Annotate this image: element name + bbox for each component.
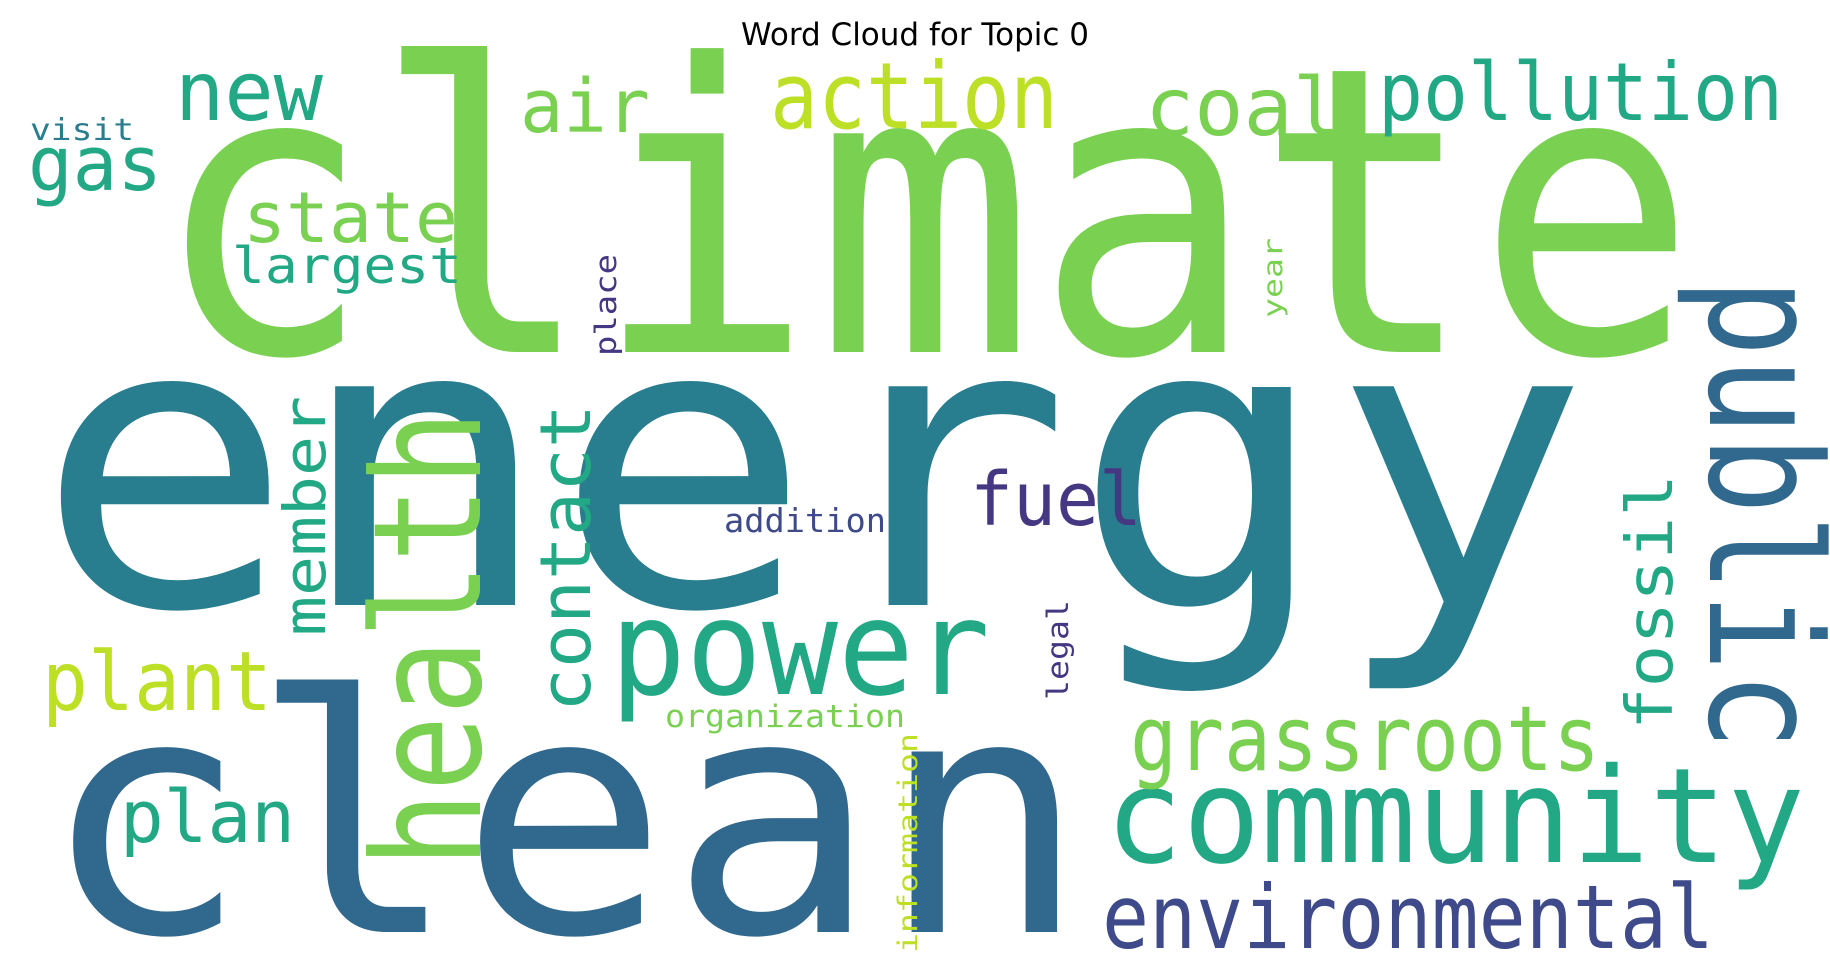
word-grassroots: grassroots <box>1130 687 1600 792</box>
word-environmental: environmental <box>1102 866 1714 969</box>
word-plant: plant <box>42 635 272 730</box>
word-plan: plan <box>120 775 295 859</box>
word-state: state <box>243 177 458 259</box>
word-information: information <box>893 733 924 953</box>
word-member: member <box>271 396 339 636</box>
word-health: health <box>342 410 516 868</box>
word-climate: climate <box>152 0 1697 447</box>
word-fuel: fuel <box>970 457 1142 543</box>
word-organization: organization <box>665 699 905 735</box>
word-community: community <box>1105 740 1805 894</box>
word-pollution: pollution <box>1378 46 1783 139</box>
word-visit: visit <box>30 113 134 148</box>
word-new: new <box>175 45 324 140</box>
word-action: action <box>770 43 1058 150</box>
word-public: public <box>1673 278 1830 750</box>
word-place: place <box>589 254 623 356</box>
word-coal: coal <box>1145 61 1342 154</box>
word-air: air <box>520 64 650 150</box>
word-cloud: climate energy clean public health power… <box>28 0 1830 978</box>
word-clean: clean <box>40 626 1088 978</box>
word-gas: gas <box>28 119 162 208</box>
word-energy: energy <box>35 235 1590 700</box>
word-addition: addition <box>724 501 886 540</box>
word-year: year <box>1258 238 1289 318</box>
word-fossil: fossil <box>1614 474 1688 730</box>
word-legal: legal <box>1041 600 1075 700</box>
word-power: power <box>610 572 990 726</box>
chart-title: Word Cloud for Topic 0 <box>741 17 1089 53</box>
word-contact: contact <box>525 404 607 712</box>
word-largest: largest <box>232 237 462 295</box>
